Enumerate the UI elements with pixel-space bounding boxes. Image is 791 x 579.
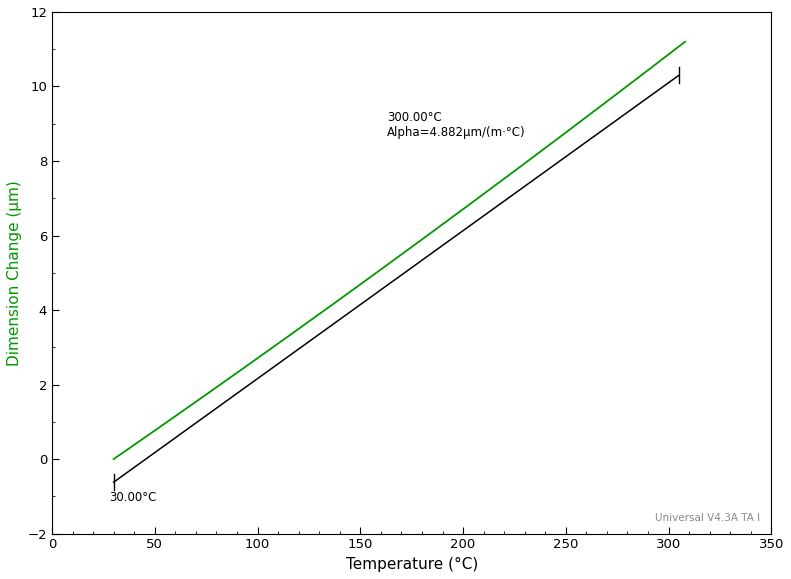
Text: 300.00°C
Alpha=4.882μm/(m·°C): 300.00°C Alpha=4.882μm/(m·°C) — [387, 111, 526, 139]
X-axis label: Temperature (°C): Temperature (°C) — [346, 557, 478, 572]
Text: Universal V4.3A TA I: Universal V4.3A TA I — [656, 513, 761, 523]
Y-axis label: Dimension Change (μm): Dimension Change (μm) — [7, 180, 22, 366]
Text: 30.00°C: 30.00°C — [109, 491, 157, 504]
